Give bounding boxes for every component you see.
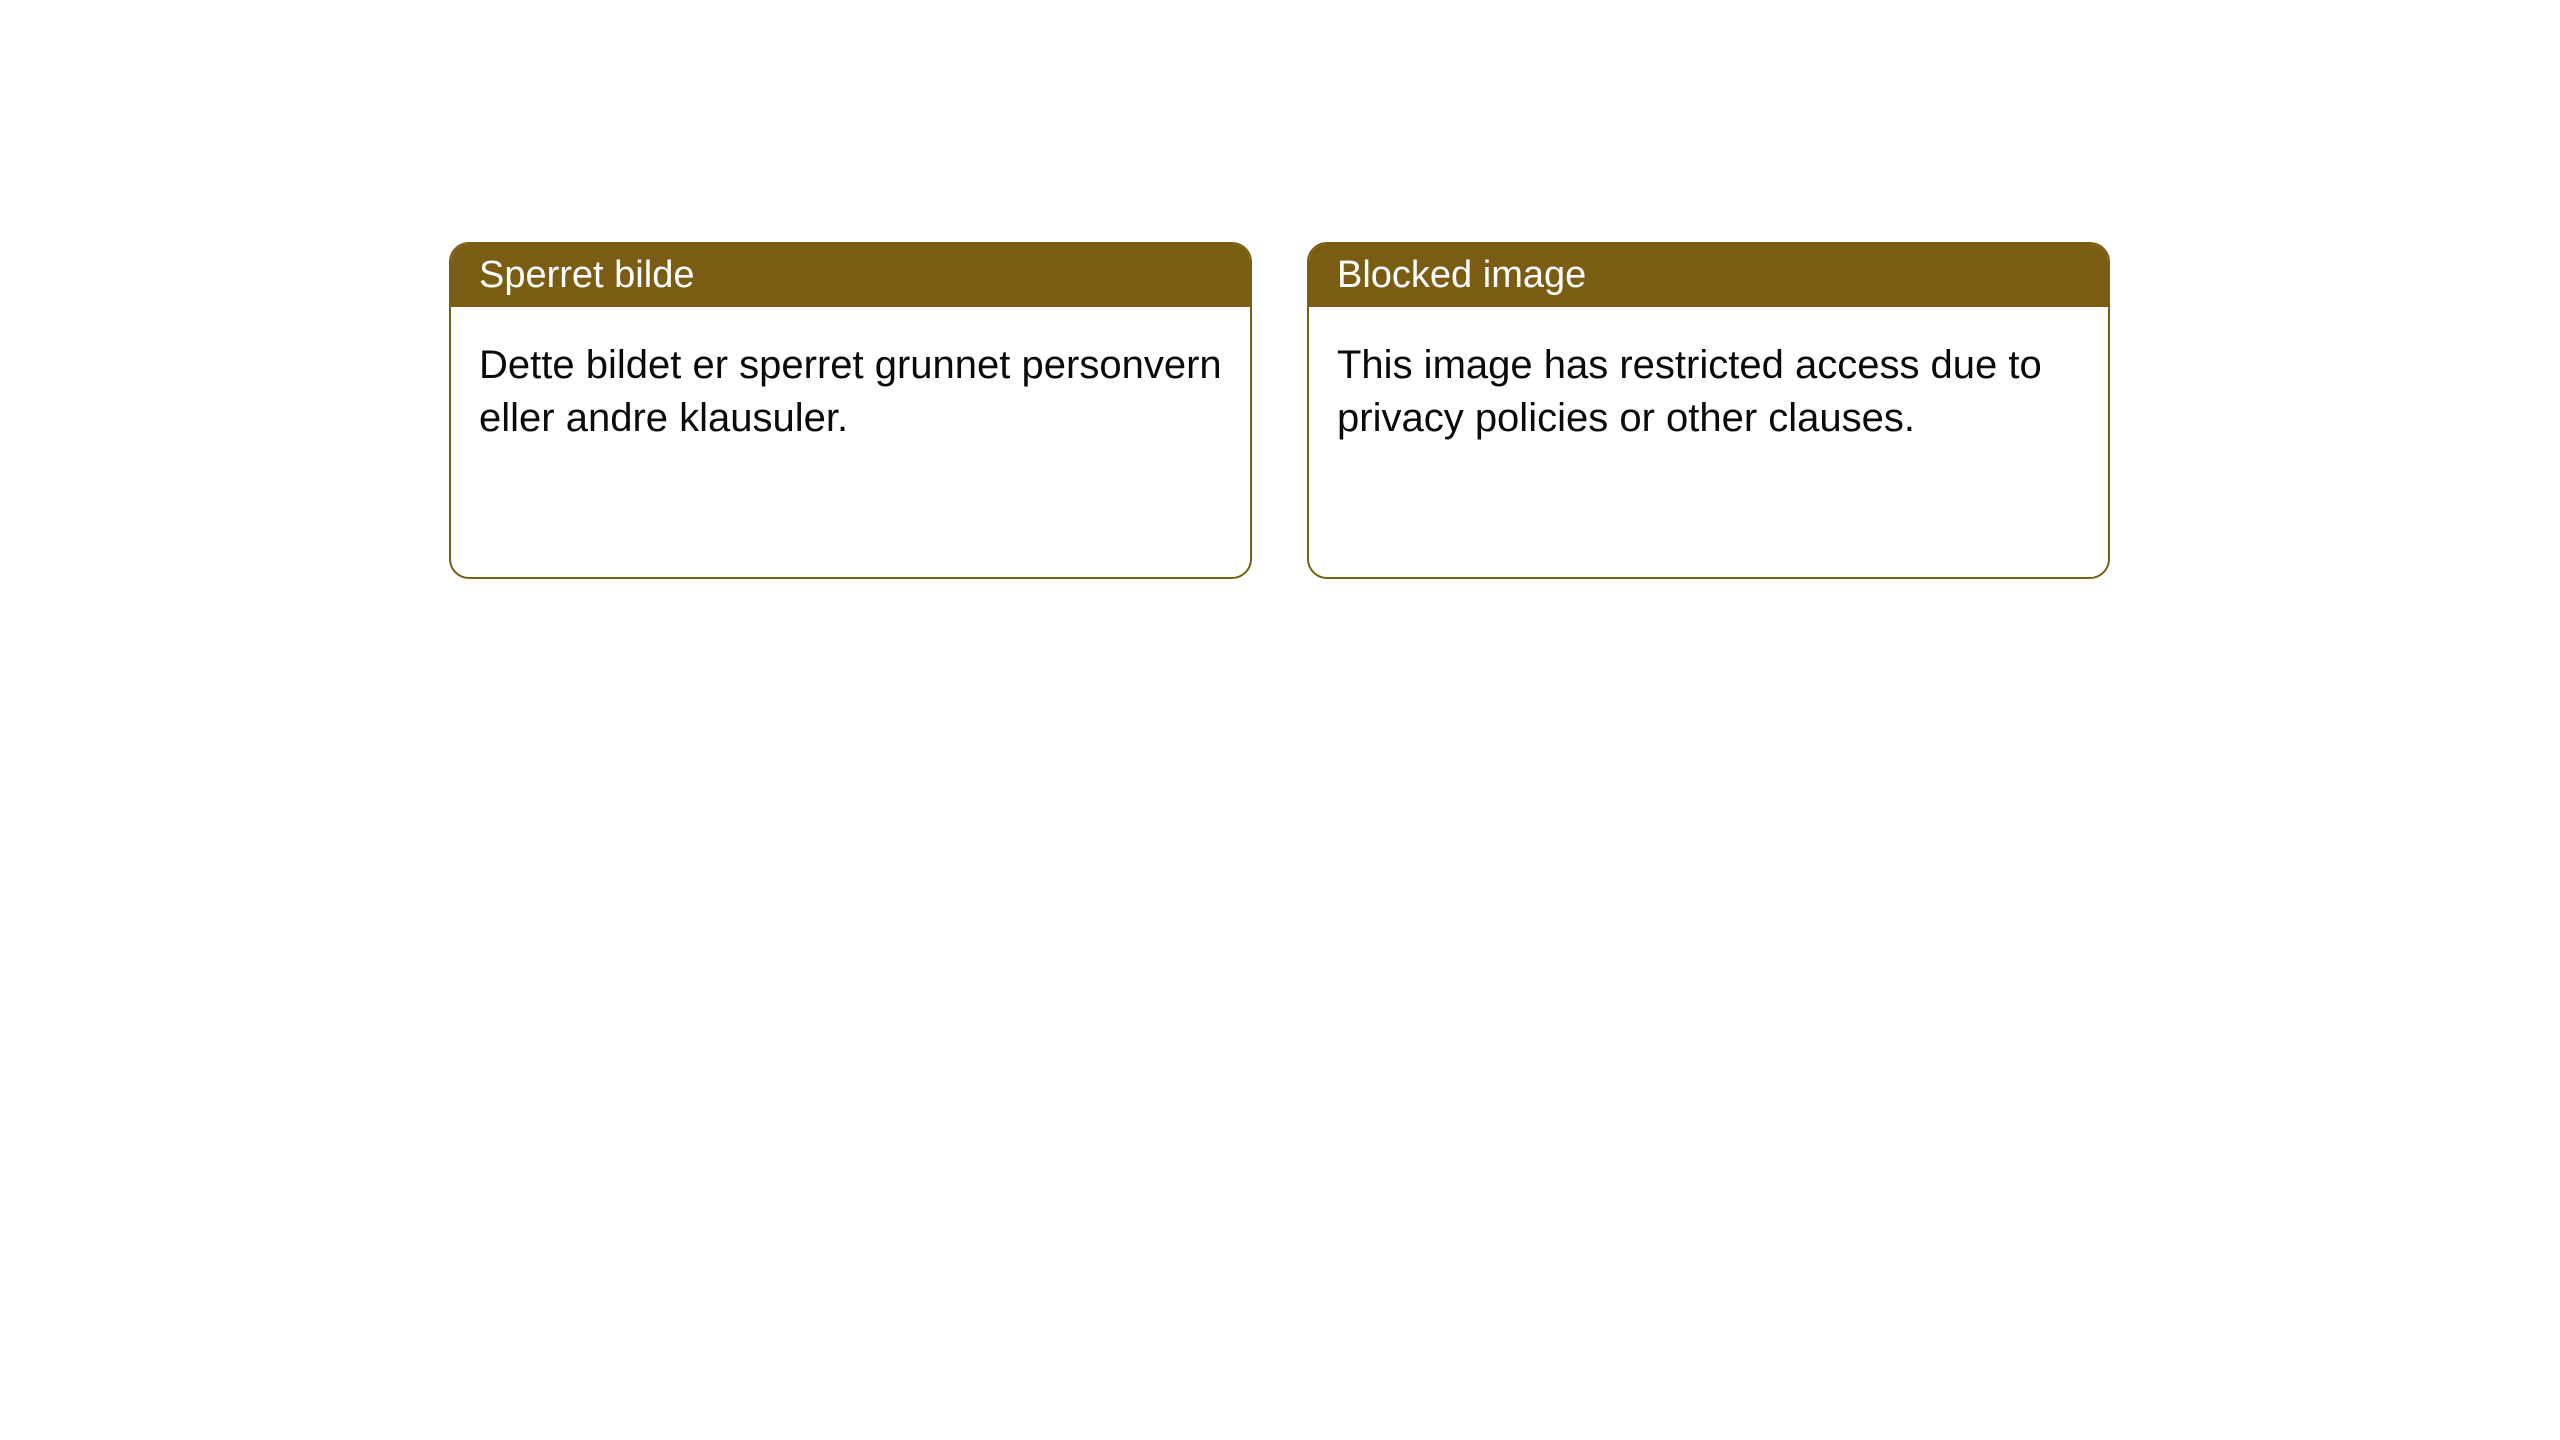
- notice-card-message: This image has restricted access due to …: [1337, 343, 2042, 440]
- notice-container: Sperret bilde Dette bildet er sperret gr…: [449, 242, 2110, 579]
- notice-card-title: Sperret bilde: [479, 254, 694, 296]
- notice-card-header: Sperret bilde: [451, 244, 1250, 307]
- notice-card-message: Dette bildet er sperret grunnet personve…: [479, 343, 1222, 440]
- notice-card-body: Dette bildet er sperret grunnet personve…: [451, 307, 1250, 577]
- notice-card-title: Blocked image: [1337, 254, 1586, 296]
- notice-card-norwegian: Sperret bilde Dette bildet er sperret gr…: [449, 242, 1252, 579]
- notice-card-english: Blocked image This image has restricted …: [1307, 242, 2110, 579]
- notice-card-header: Blocked image: [1309, 244, 2108, 307]
- notice-card-body: This image has restricted access due to …: [1309, 307, 2108, 577]
